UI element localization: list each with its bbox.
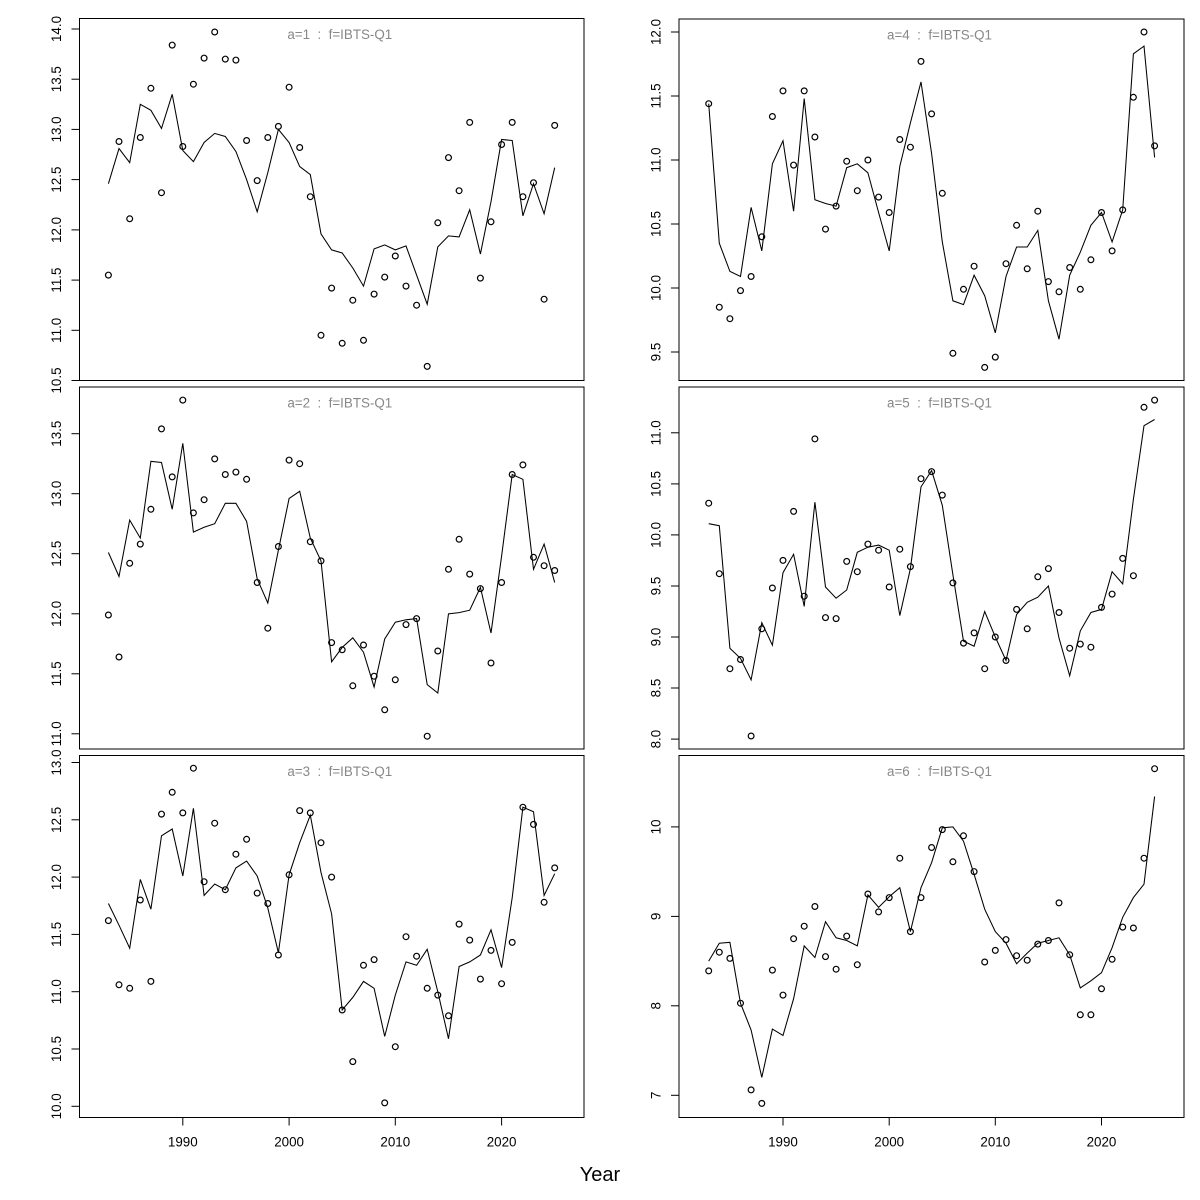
svg-text:12.0: 12.0 [49,601,64,627]
svg-text:10: 10 [649,819,664,834]
svg-text:a=2 : f=IBTS-Q1: a=2 : f=IBTS-Q1 [287,395,392,410]
svg-text:2010: 2010 [380,1134,410,1149]
svg-text:12.5: 12.5 [49,167,64,193]
svg-text:10.5: 10.5 [649,471,664,497]
svg-text:Year: Year [580,1164,621,1186]
svg-text:1990: 1990 [768,1134,798,1149]
svg-text:2020: 2020 [1087,1134,1117,1149]
svg-text:14.0: 14.0 [49,16,64,42]
svg-text:12.5: 12.5 [49,541,64,567]
svg-text:10.0: 10.0 [49,1093,64,1119]
svg-text:a=5 : f=IBTS-Q1: a=5 : f=IBTS-Q1 [887,395,992,410]
svg-text:13.5: 13.5 [49,421,64,447]
svg-text:13.5: 13.5 [49,66,64,92]
svg-text:12.0: 12.0 [49,864,64,890]
svg-text:a=3 : f=IBTS-Q1: a=3 : f=IBTS-Q1 [287,764,392,779]
svg-text:12.0: 12.0 [49,217,64,243]
svg-text:11.0: 11.0 [649,420,664,445]
svg-text:11.5: 11.5 [49,922,64,947]
svg-text:a=4 : f=IBTS-Q1: a=4 : f=IBTS-Q1 [887,27,992,42]
svg-text:11.0: 11.0 [649,147,664,172]
svg-text:9.0: 9.0 [649,628,664,647]
svg-text:2000: 2000 [274,1134,304,1149]
svg-text:2000: 2000 [874,1134,904,1149]
svg-text:10.5: 10.5 [49,367,64,393]
svg-text:12.0: 12.0 [649,19,664,45]
svg-text:a=6 : f=IBTS-Q1: a=6 : f=IBTS-Q1 [887,764,992,779]
svg-text:10.5: 10.5 [49,1036,64,1062]
svg-text:13.0: 13.0 [49,116,64,142]
svg-text:a=1 : f=IBTS-Q1: a=1 : f=IBTS-Q1 [287,27,392,42]
svg-text:11.5: 11.5 [49,661,64,686]
svg-text:11.5: 11.5 [49,268,64,293]
svg-text:11.0: 11.0 [49,318,64,343]
svg-text:1990: 1990 [168,1134,198,1149]
svg-text:10.0: 10.0 [649,522,664,548]
svg-text:9.5: 9.5 [649,577,664,596]
svg-text:11.0: 11.0 [49,979,64,1004]
svg-text:10.0: 10.0 [649,275,664,301]
svg-text:13.0: 13.0 [49,481,64,507]
svg-text:7: 7 [649,1092,664,1099]
svg-text:2020: 2020 [487,1134,517,1149]
svg-text:11.0: 11.0 [49,721,64,746]
svg-text:9.5: 9.5 [649,343,664,362]
svg-text:13.0: 13.0 [49,749,64,775]
svg-text:11.5: 11.5 [649,83,664,108]
svg-text:8: 8 [649,1002,664,1009]
svg-text:8.0: 8.0 [649,730,664,749]
svg-text:8.5: 8.5 [649,679,664,698]
svg-text:12.5: 12.5 [49,807,64,833]
svg-text:9: 9 [649,913,664,920]
svg-text:10.5: 10.5 [649,211,664,237]
svg-text:2010: 2010 [980,1134,1010,1149]
